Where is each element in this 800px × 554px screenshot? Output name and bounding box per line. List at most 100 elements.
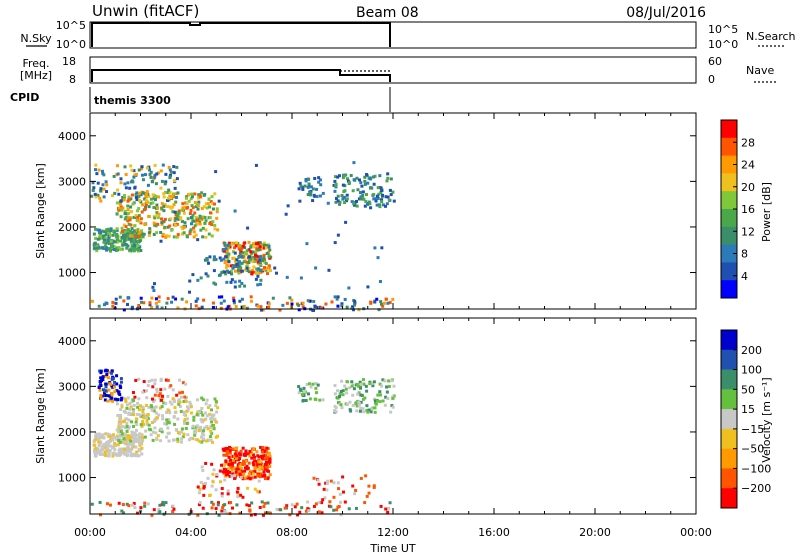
echo-cell (359, 400, 363, 404)
echo-cell (342, 174, 346, 178)
echo-cell (220, 492, 224, 496)
echo-cell (267, 305, 271, 309)
echo-cell (278, 308, 282, 312)
echo-cell (207, 232, 211, 236)
echo-cell (343, 500, 347, 504)
echo-cell (196, 438, 200, 442)
echo-cell (380, 302, 384, 306)
echo-cell (120, 420, 124, 424)
echo-cell (385, 179, 389, 183)
echo-cell (210, 234, 214, 238)
echo-cell (198, 410, 202, 414)
echo-cell (175, 217, 179, 221)
echo-cell (101, 448, 105, 452)
echo-cell (309, 185, 313, 189)
echo-cell (264, 243, 268, 247)
echo-cell (251, 461, 255, 465)
echo-cell (154, 431, 158, 435)
echo-cell (178, 391, 182, 395)
echo-cell (237, 244, 241, 248)
echo-cell (111, 399, 115, 403)
echo-cell (128, 218, 132, 222)
echo-cell (177, 217, 181, 221)
echo-cell (176, 214, 180, 218)
echo-cell (120, 403, 124, 407)
echo-cell (357, 400, 361, 404)
echo-cell (247, 248, 251, 252)
cpid-value: themis 3300 (94, 94, 171, 107)
echo-cell (185, 234, 189, 238)
echo-cell (114, 437, 118, 441)
velocity-colorbar-frame (720, 329, 738, 509)
echo-cell (134, 428, 138, 432)
echo-cell (174, 297, 178, 301)
echo-cell (336, 175, 340, 179)
echo-cell (213, 202, 217, 206)
echo-cell (215, 207, 219, 211)
echo-cell (194, 428, 198, 432)
echo-cell (143, 197, 147, 201)
echo-cell (122, 308, 126, 312)
echo-cell (372, 380, 376, 384)
echo-cell (97, 444, 101, 448)
echo-cell (164, 378, 168, 382)
echo-cell (243, 241, 247, 245)
velocity-panel-frame (89, 317, 697, 515)
echo-cell (120, 434, 124, 438)
echo-cell (145, 396, 149, 400)
echo-cell (180, 427, 184, 431)
echo-cell (119, 414, 123, 418)
echo-cell (134, 420, 138, 424)
x-tick-label: 12:00 (377, 526, 409, 539)
colorbar-tick-label: 20 (741, 181, 755, 194)
echo-cell (377, 308, 381, 312)
echo-cell (118, 434, 122, 438)
echo-cell (365, 408, 369, 412)
echo-cell (225, 449, 229, 453)
echo-cell (262, 241, 266, 245)
echo-cell (133, 173, 137, 177)
echo-cell (187, 438, 191, 442)
echo-cell (180, 430, 184, 434)
echo-cell (251, 453, 255, 457)
echo-cell (214, 488, 218, 492)
echo-cell (185, 409, 189, 413)
echo-cell (123, 165, 127, 169)
echo-cell (206, 427, 210, 431)
echo-cell (129, 164, 133, 168)
echo-cell (236, 268, 240, 272)
colorbar-swatch (721, 280, 737, 299)
echo-cell (200, 191, 204, 195)
echo-cell (164, 402, 168, 406)
echo-cell (100, 379, 104, 383)
echo-cell (101, 183, 105, 187)
echo-cell (253, 455, 257, 459)
echo-cell (115, 212, 119, 216)
echo-cell (347, 181, 351, 185)
echo-cell (155, 211, 159, 215)
velocity-ylabel: Slant Range [km] (34, 368, 47, 464)
echo-cell (153, 393, 157, 397)
echo-cell (144, 429, 148, 433)
echo-cell (90, 194, 94, 198)
echo-cell (93, 168, 97, 172)
echo-cell (159, 398, 163, 402)
echo-cell (251, 472, 255, 476)
echo-cell (226, 305, 230, 309)
echo-cell (233, 209, 237, 213)
echo-cell (113, 442, 117, 446)
x-tick-label: 00:00 (74, 526, 106, 539)
echo-cell (259, 278, 263, 282)
echo-cell (342, 195, 346, 199)
echo-cell (223, 503, 227, 507)
echo-cell (319, 183, 323, 187)
echo-cell (137, 454, 141, 458)
echo-cell (375, 194, 379, 198)
echo-cell (240, 269, 244, 273)
echo-cell (237, 264, 241, 268)
echo-cell (350, 380, 354, 384)
echo-cell (141, 412, 145, 416)
echo-cell (238, 279, 242, 283)
echo-cell (226, 489, 230, 493)
echo-cell (189, 197, 193, 201)
